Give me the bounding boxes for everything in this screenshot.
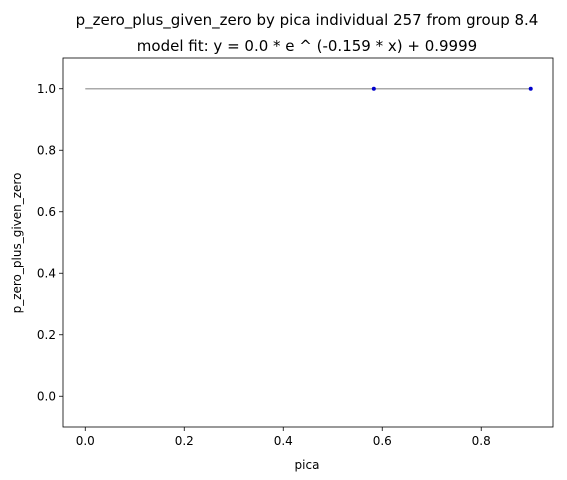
chart-subtitle: model fit: y = 0.0 * e ^ (-0.159 * x) + … [137, 37, 477, 55]
x-tick-label: 0.8 [472, 434, 491, 448]
data-point [371, 86, 376, 91]
data-point [528, 86, 533, 91]
x-axis-label: pica [295, 458, 320, 472]
y-tick-label: 0.2 [37, 328, 56, 342]
x-tick-label: 0.4 [274, 434, 293, 448]
x-tick-label: 0.6 [373, 434, 392, 448]
y-tick-label: 0.4 [37, 266, 56, 280]
y-tick-label: 0.6 [37, 205, 56, 219]
plot-frame [62, 57, 554, 428]
chart-title: p_zero_plus_given_zero by pica individua… [76, 11, 539, 30]
y-tick-label: 0.8 [37, 143, 56, 157]
y-tick-label: 0.0 [37, 389, 56, 403]
x-tick-label: 0.0 [76, 434, 95, 448]
plot-area [62, 57, 554, 428]
y-tick-label: 1.0 [37, 82, 56, 96]
axis-ticks: 0.0 0.2 0.4 0.6 0.8 0.0 0.2 0.4 0.6 0.8 1.0 [37, 82, 491, 448]
y-axis-label: p_zero_plus_given_zero [10, 173, 24, 314]
x-tick-label: 0.2 [175, 434, 194, 448]
